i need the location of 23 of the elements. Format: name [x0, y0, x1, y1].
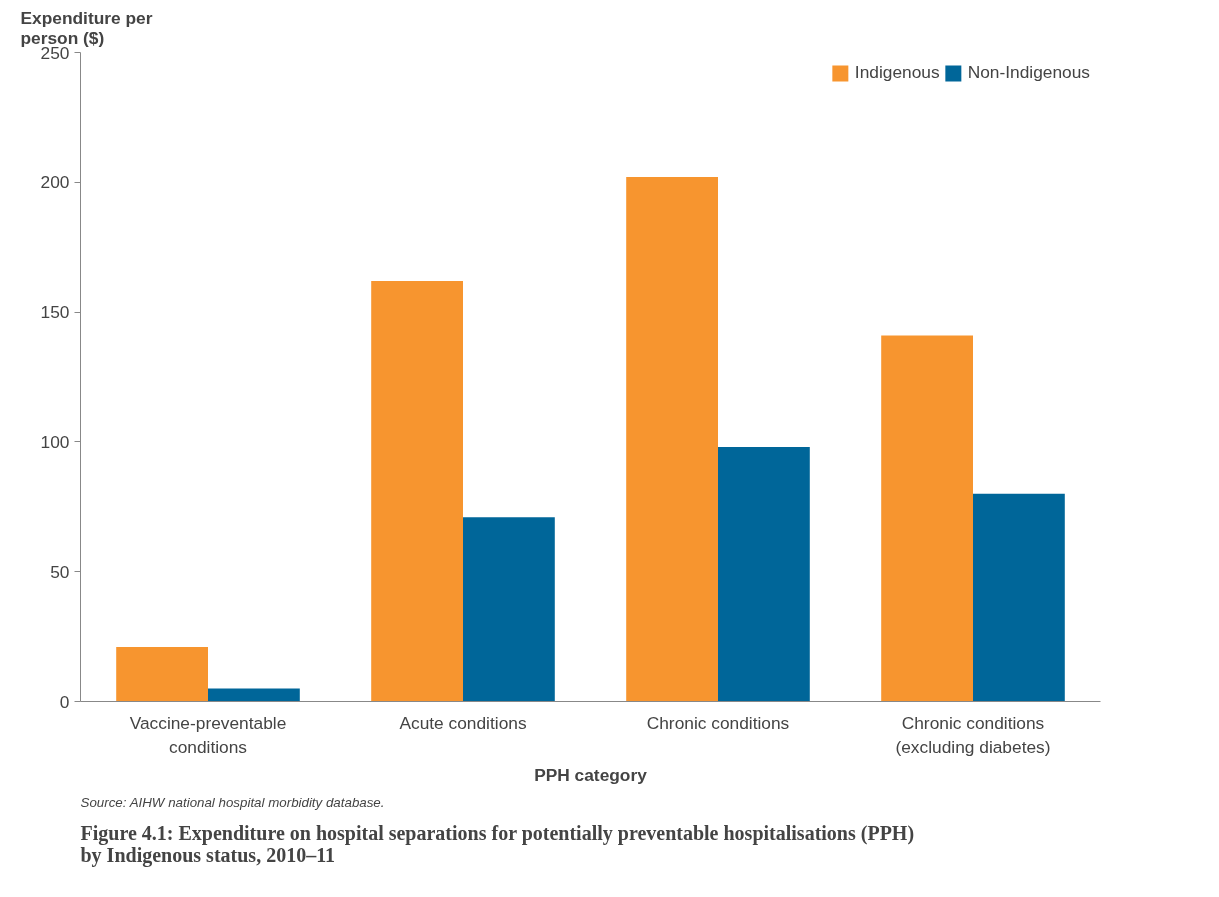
y-tick-label: 100: [40, 431, 70, 452]
bar: [208, 688, 300, 702]
x-tick-label: Vaccine-preventable conditions: [129, 712, 287, 757]
legend-label: Indigenous: [854, 62, 940, 83]
y-tick-label: 0: [59, 691, 70, 712]
x-tick-label: Chronic conditions: [646, 712, 790, 733]
y-tick-label: 50: [50, 561, 70, 582]
x-tick-label: Acute conditions: [399, 712, 527, 733]
text: Figure 4.1: Expenditure on hospital separations for potentially preventable hospitalisations (PPH) by Indigenous status, 2010–11: [80, 821, 915, 867]
legend-label: Non-Indigenous: [967, 62, 1090, 83]
y-axis-title: Expenditure per person ($): [20, 7, 153, 48]
source-note: Source: AIHW national hospital morbidity database.: [80, 794, 385, 810]
x-axis-title: PPH category: [534, 764, 648, 785]
bar: [973, 493, 1065, 702]
y-tick-label: 150: [40, 302, 70, 323]
bar: [463, 517, 555, 702]
bar: [116, 646, 208, 702]
bar: [371, 280, 463, 702]
y-tick-label: 200: [40, 172, 70, 193]
bar: [718, 447, 810, 702]
bar: [881, 335, 973, 702]
x-tick-label: Chronic conditions (excluding diabetes): [895, 712, 1051, 757]
bar: [626, 177, 718, 702]
